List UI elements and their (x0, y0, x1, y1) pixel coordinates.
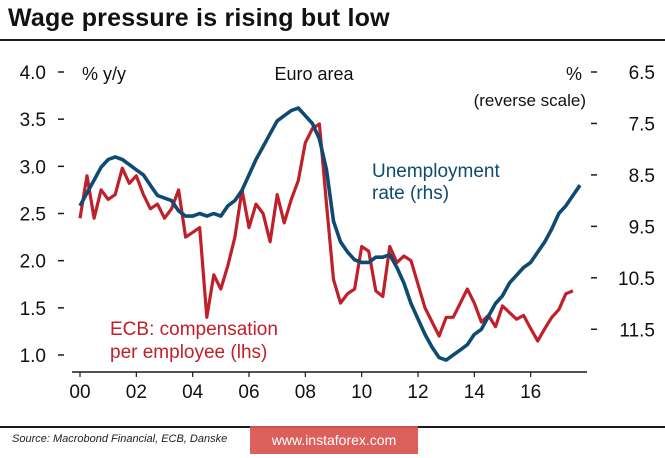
left-tick-label-3: 2.5 (20, 205, 46, 226)
x-tick-label-3: 06 (238, 382, 259, 403)
right-axis-label: % (566, 64, 582, 84)
right-axis-note: (reverse scale) (474, 91, 586, 110)
ecb-series-label: ECB: compensation (110, 319, 278, 340)
x-tick-label-0: 00 (69, 382, 90, 403)
left-axis-label: % y/y (82, 64, 126, 84)
line-chart: 4.0 3.5 3.0 2.5 2.0 1.5 1.0 6.5 7.5 8.5 9.5 10.5 11… (20, 63, 655, 403)
series-unemployment-line (78, 106, 582, 362)
x-tick-label-1: 02 (126, 382, 147, 403)
x-tick-label-4: 08 (295, 382, 316, 403)
right-tick-label-4: 10.5 (618, 269, 655, 290)
ecb-series-label-line2: per employee (lhs) (110, 342, 267, 363)
right-tick-label-2: 8.5 (629, 166, 655, 187)
left-tick-label-0: 4.0 (20, 63, 46, 84)
x-tick-label-7: 14 (464, 382, 486, 403)
x-tick-label-2: 04 (182, 382, 204, 403)
left-tick-label-1: 3.5 (20, 110, 46, 131)
x-tick-label-8: 16 (520, 382, 541, 403)
unemployment-series-label: Unemployment (372, 161, 500, 182)
right-axis: 6.5 7.5 8.5 9.5 10.5 11.5 (591, 63, 655, 341)
series-ecb-compensation-line (78, 122, 574, 343)
chart-title: Wage pressure is rising but low (8, 4, 390, 32)
left-tick-label-5: 1.5 (20, 299, 46, 320)
x-tick-label-6: 12 (407, 382, 428, 403)
top-rule (0, 39, 665, 41)
left-tick-label-6: 1.0 (20, 346, 46, 367)
x-axis: 00 02 04 06 08 10 12 14 16 (69, 372, 541, 403)
right-tick-label-5: 11.5 (619, 320, 655, 341)
watermark-badge: www.instaforex.com (250, 426, 418, 454)
left-tick-label-2: 3.0 (20, 157, 46, 178)
source-note: Source: Macrobond Financial, ECB, Danske (12, 433, 228, 445)
x-tick-label-5: 10 (351, 382, 372, 403)
right-tick-label-3: 9.5 (629, 217, 655, 238)
region-label: Euro area (274, 64, 354, 84)
right-tick-label-1: 7.5 (629, 114, 655, 135)
left-axis: 4.0 3.5 3.0 2.5 2.0 1.5 1.0 (20, 63, 64, 367)
unemployment-series-label-line2: rate (rhs) (372, 183, 449, 204)
right-tick-label-0: 6.5 (629, 63, 655, 84)
left-tick-label-4: 2.0 (20, 252, 46, 273)
